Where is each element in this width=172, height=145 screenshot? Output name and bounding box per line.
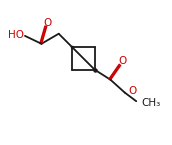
Text: O: O	[118, 56, 126, 66]
Text: O: O	[129, 86, 137, 96]
Text: CH₃: CH₃	[142, 98, 161, 108]
Text: HO: HO	[8, 30, 24, 40]
Text: O: O	[43, 18, 51, 28]
